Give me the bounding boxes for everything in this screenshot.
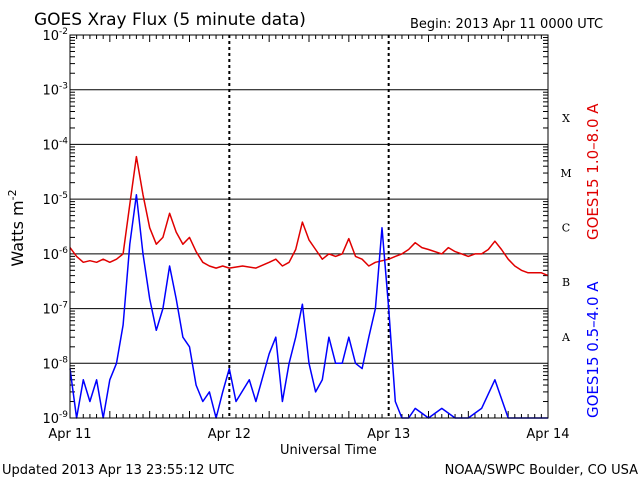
y-tick-labels: 10-2 10-3 10-4 10-5 10-6 10-7 10-8 10-9 [42,27,68,427]
x-tick-label: Apr 13 [367,427,410,442]
x-tick-label: Apr 14 [526,427,569,442]
series-lines [69,155,549,419]
flare-class-label: C [562,222,570,235]
x-tick-label: Apr 11 [48,427,91,442]
y-axis-label-main: Watts m [8,200,27,266]
legend-long-channel: GOES15 1.0–8.0 A [584,103,602,240]
y-tick-label: 10-7 [42,301,68,318]
x-axis-label: Universal Time [280,443,377,458]
y-tick-label: 10-8 [42,355,68,372]
flare-class-label: M [560,167,571,180]
y-tick-label: 10-3 [42,82,68,99]
flare-class-label: A [561,331,571,344]
series-short-channel-line [69,194,548,419]
begin-label: Begin: 2013 Apr 11 0000 UTC [410,17,603,32]
grid [70,35,548,418]
plot-frame [69,34,549,419]
chart-title: GOES Xray Flux (5 minute data) [34,10,306,30]
legend-short-channel: GOES15 0.5–4.0 A [584,281,602,418]
flare-class-labels: X M C B A [560,112,571,344]
y-axis-label-exp: -2 [6,189,19,200]
y-tick-label: 10-5 [42,191,68,208]
flare-class-label: B [562,276,570,289]
updated-timestamp: Updated 2013 Apr 13 23:55:12 UTC [2,463,234,478]
y-tick-label: 10-2 [42,27,68,44]
x-tick-labels: Apr 11 Apr 12 Apr 13 Apr 14 [48,427,569,442]
series-long-channel-line [69,155,549,277]
x-tick-label: Apr 12 [208,427,251,442]
y-tick-label: 10-9 [42,410,68,427]
flare-class-label: X [562,112,570,125]
y-tick-label: 10-6 [42,246,68,263]
data-source: NOAA/SWPC Boulder, CO USA [445,463,638,478]
y-axis-label: Watts m-2 [6,189,27,266]
svg-text:Watts m-2: Watts m-2 [6,189,27,266]
y-tick-label: 10-4 [42,136,68,153]
